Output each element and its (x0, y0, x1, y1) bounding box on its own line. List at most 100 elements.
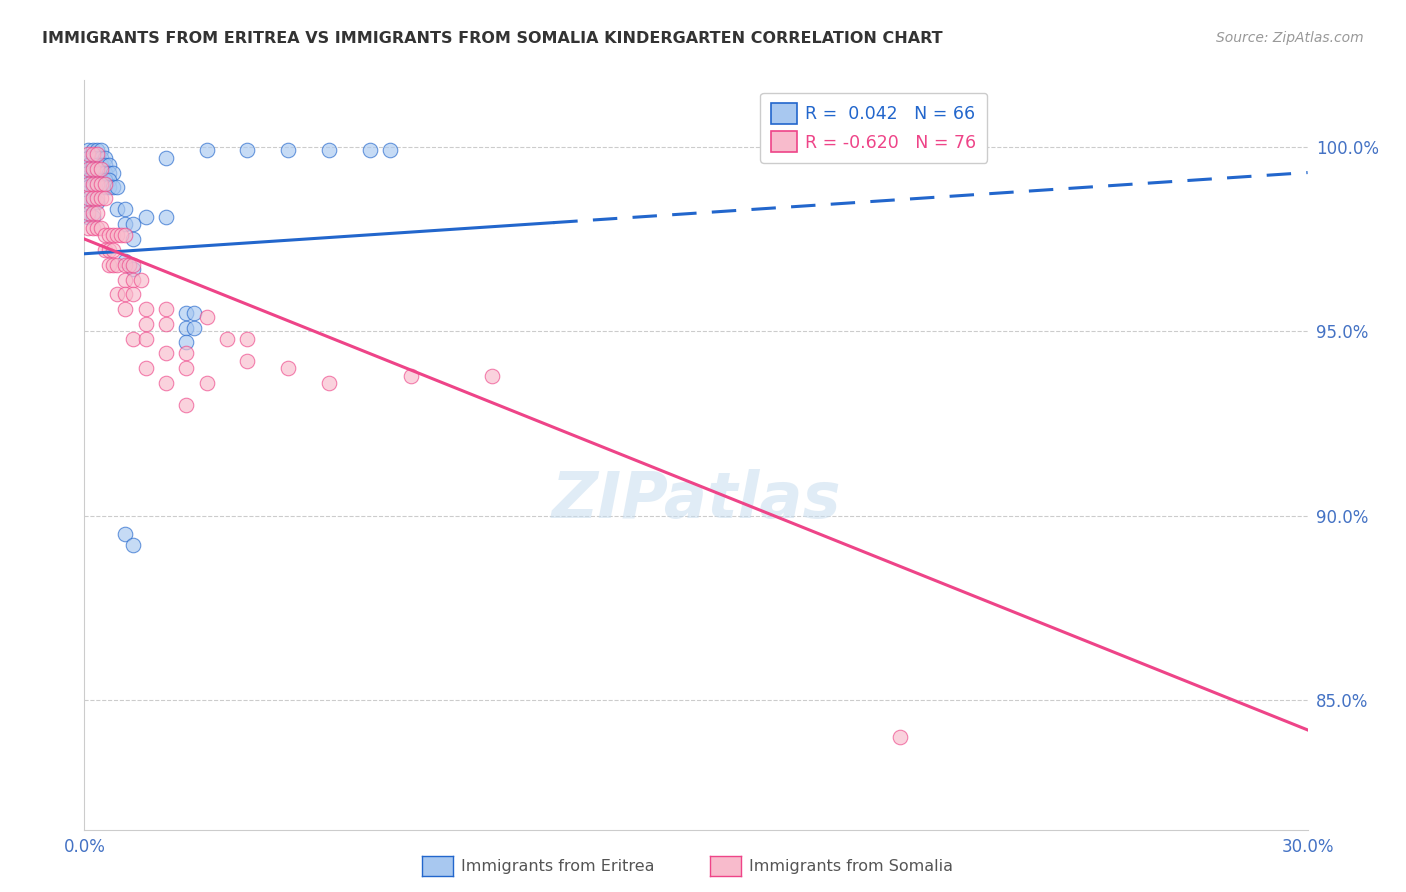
Point (174, 398, 197, 412)
Point (77, 161, 100, 176)
Text: Immigrants from Somalia: Immigrants from Somalia (749, 859, 953, 873)
Point (114, 202, 136, 217)
Point (236, 353, 259, 368)
Point (183, 320, 205, 334)
Point (93, 243, 115, 257)
Point (86, 147, 108, 161)
Point (77, 210, 100, 224)
Text: Immigrants from Eritrea: Immigrants from Eritrea (461, 859, 655, 873)
Point (86, 177, 108, 191)
Point (114, 217, 136, 231)
Point (77, 151, 100, 165)
Legend: R =  0.042   N = 66, R = -0.620   N = 76: R = 0.042 N = 66, R = -0.620 N = 76 (761, 93, 987, 163)
Point (122, 217, 145, 231)
Point (77, 180, 100, 194)
Point (82, 158, 104, 172)
Point (122, 232, 145, 246)
Point (77, 195, 100, 210)
Point (97, 228, 120, 243)
Point (90, 191, 112, 205)
Point (82, 191, 104, 205)
Point (82, 161, 104, 176)
Point (82, 147, 104, 161)
Point (86, 158, 108, 172)
Point (105, 287, 128, 301)
Point (93, 177, 115, 191)
Point (135, 332, 157, 346)
Point (82, 151, 104, 165)
Point (77, 221, 100, 235)
Point (105, 180, 128, 194)
Point (90, 158, 112, 172)
Point (114, 254, 136, 268)
Point (93, 191, 115, 205)
Point (101, 243, 124, 257)
Point (77, 173, 100, 187)
Point (889, 731, 911, 745)
Point (155, 151, 177, 165)
Point (217, 332, 239, 346)
Point (97, 165, 120, 179)
Point (77, 144, 100, 158)
Point (174, 346, 197, 360)
Point (481, 368, 503, 383)
Point (93, 158, 115, 172)
Point (82, 210, 104, 224)
Point (101, 180, 124, 194)
Point (93, 151, 115, 165)
Point (155, 376, 177, 390)
Point (90, 177, 112, 191)
Point (155, 210, 177, 224)
Point (97, 173, 120, 187)
Point (122, 258, 145, 272)
Point (93, 228, 115, 243)
Point (93, 180, 115, 194)
Point (122, 332, 145, 346)
Point (90, 151, 112, 165)
Point (77, 191, 100, 205)
Text: IMMIGRANTS FROM ERITREA VS IMMIGRANTS FROM SOMALIA KINDERGARTEN CORRELATION CHAR: IMMIGRANTS FROM ERITREA VS IMMIGRANTS FR… (42, 31, 943, 46)
Point (114, 272, 136, 286)
Point (77, 177, 100, 191)
Point (90, 165, 112, 179)
Point (114, 302, 136, 317)
Point (93, 173, 115, 187)
Point (97, 158, 120, 172)
Point (90, 173, 112, 187)
Point (155, 317, 177, 331)
Point (174, 335, 197, 350)
Point (105, 202, 128, 217)
Point (236, 144, 259, 158)
Point (86, 195, 108, 210)
Point (195, 144, 218, 158)
Y-axis label: Kindergarten: Kindergarten (0, 396, 8, 514)
Point (97, 180, 120, 194)
Point (101, 258, 124, 272)
Point (135, 210, 157, 224)
Point (380, 144, 402, 158)
Point (122, 272, 145, 286)
Point (318, 376, 340, 390)
Point (135, 302, 157, 317)
Point (82, 177, 104, 191)
Point (277, 144, 299, 158)
Point (86, 165, 108, 179)
Point (318, 144, 340, 158)
Point (82, 206, 104, 220)
Point (101, 228, 124, 243)
Point (399, 368, 422, 383)
Point (155, 346, 177, 360)
Point (114, 258, 136, 272)
Point (77, 158, 100, 172)
Point (131, 272, 153, 286)
Point (82, 165, 104, 179)
Point (114, 527, 136, 541)
Point (135, 317, 157, 331)
Point (77, 165, 100, 179)
Point (97, 258, 120, 272)
Point (195, 376, 218, 390)
Point (97, 243, 120, 257)
Point (90, 180, 112, 194)
Point (183, 306, 205, 320)
Point (82, 221, 104, 235)
